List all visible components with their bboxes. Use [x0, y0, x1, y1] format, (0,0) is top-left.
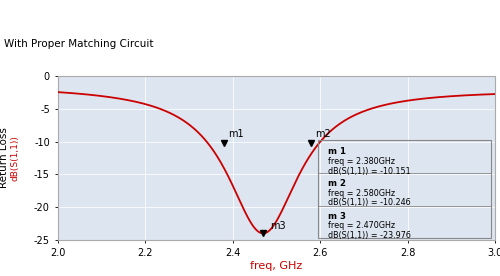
Text: With Proper Matching Circuit: With Proper Matching Circuit: [4, 39, 154, 49]
Text: m2: m2: [316, 129, 332, 139]
Text: dB(S(1,1)): dB(S(1,1)): [10, 135, 20, 181]
Text: m3: m3: [270, 221, 285, 231]
Y-axis label: Return Loss: Return Loss: [0, 128, 9, 189]
Text: Typical Electrical Characteristics (T=25°C): Typical Electrical Characteristics (T=25…: [4, 11, 283, 24]
X-axis label: freq, GHz: freq, GHz: [250, 261, 302, 270]
Text: m1: m1: [228, 129, 244, 139]
